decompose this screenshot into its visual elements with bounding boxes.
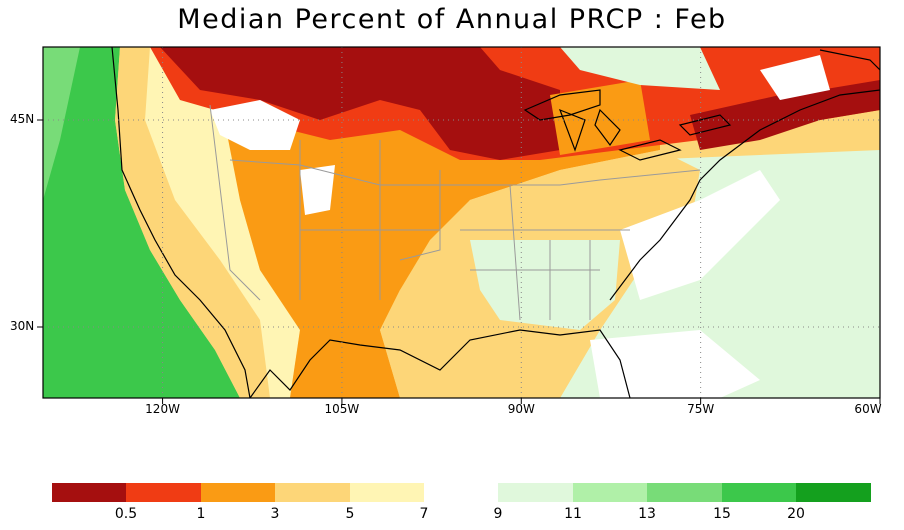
lon-label: 60W	[854, 402, 882, 416]
colorbar-swatch	[573, 483, 647, 502]
map-title: Median Percent of Annual PRCP : Feb	[177, 4, 727, 35]
colorbar-swatch	[796, 483, 871, 502]
colorbar-tick-label: 7	[419, 506, 429, 522]
colorbar-tick-label: 0.5	[114, 506, 138, 522]
colorbar-swatch	[647, 483, 722, 502]
colorbar-tick-label: 13	[638, 506, 656, 522]
colorbar-tick-label: 15	[713, 506, 731, 522]
hudson-area	[560, 47, 720, 90]
lon-label: 75W	[687, 402, 715, 416]
precipitation-map	[37, 46, 881, 404]
white-patch-south	[590, 330, 760, 398]
interior-west	[145, 47, 300, 398]
colorbar-tick-label: 20	[787, 506, 805, 522]
colorbar-tick-label: 11	[564, 506, 582, 522]
coastlines	[111, 47, 880, 398]
snow-patch-3	[760, 55, 830, 100]
lakes-orange	[550, 80, 650, 155]
colorbar-swatch	[722, 483, 796, 502]
north-darkred-band	[160, 47, 560, 160]
southeast-green	[470, 240, 620, 330]
snow-patch-2	[300, 165, 335, 215]
colorbar-tick-label: 3	[270, 506, 280, 522]
colorbar-swatch	[126, 483, 201, 502]
colorbar-tick-label: 1	[196, 506, 206, 522]
white-patch-east	[620, 170, 780, 300]
lat-label: 45N	[10, 112, 35, 126]
colorbar-swatch	[52, 483, 126, 502]
colorbar-tick-label: 5	[345, 506, 355, 522]
lon-label: 120W	[145, 402, 180, 416]
colorbar-swatch	[498, 483, 573, 502]
axis-ticks	[37, 119, 881, 404]
colorbar-tick-label: 9	[493, 506, 503, 522]
pacific-region	[43, 47, 240, 398]
colorbar-swatch	[201, 483, 275, 502]
lon-label: 90W	[507, 402, 535, 416]
lat-label: 30N	[10, 319, 35, 333]
snow-patch-1	[210, 100, 300, 150]
graticule	[43, 47, 880, 398]
map-frame	[42, 46, 881, 399]
state-borders	[209, 104, 701, 321]
colorbar-swatch	[275, 483, 350, 502]
colorbar-swatch	[350, 483, 424, 502]
colorbar-swatch	[424, 483, 498, 502]
west-coast-band	[115, 47, 270, 398]
lon-label: 105W	[324, 402, 360, 416]
pacific-far-region	[43, 47, 80, 200]
